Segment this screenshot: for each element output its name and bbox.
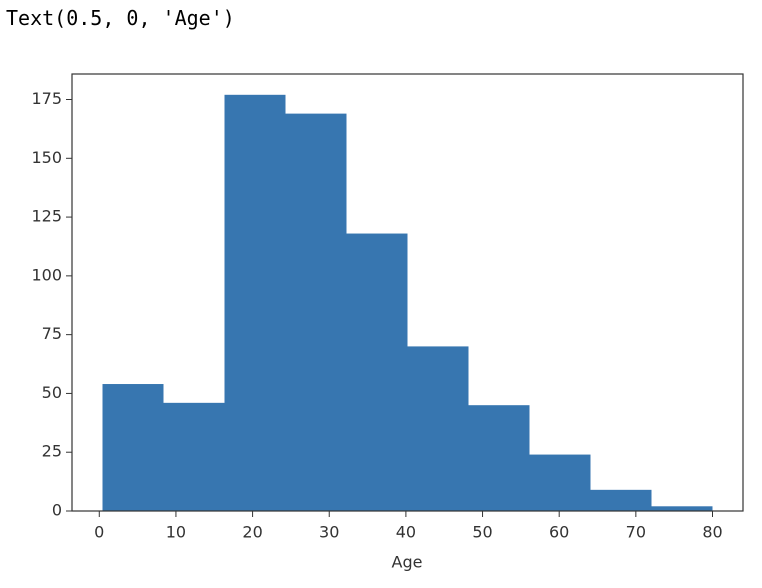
bar bbox=[651, 506, 713, 511]
y-tick-label: 150 bbox=[31, 148, 62, 167]
x-tick-label: 40 bbox=[396, 523, 416, 542]
y-tick-label: 100 bbox=[31, 265, 62, 284]
x-tick-label: 0 bbox=[94, 523, 104, 542]
y-tick-label: 50 bbox=[42, 383, 62, 402]
bar bbox=[407, 346, 469, 511]
x-tick-label: 50 bbox=[472, 523, 492, 542]
x-tick-label: 10 bbox=[166, 523, 186, 542]
x-tick-label: 70 bbox=[626, 523, 646, 542]
bar bbox=[468, 405, 530, 511]
y-tick-label: 175 bbox=[31, 89, 62, 108]
bar bbox=[224, 94, 286, 512]
x-tick-label: 60 bbox=[549, 523, 569, 542]
bar bbox=[590, 489, 652, 511]
output-text: Text(0.5, 0, 'Age') bbox=[6, 6, 235, 30]
y-tick-label: 25 bbox=[42, 442, 62, 461]
bar bbox=[285, 113, 347, 511]
y-tick-label: 75 bbox=[42, 324, 62, 343]
x-tick-label: 80 bbox=[702, 523, 722, 542]
y-tick-label: 125 bbox=[31, 207, 62, 226]
x-axis-label: Age bbox=[392, 553, 423, 572]
bar bbox=[102, 384, 164, 511]
bar bbox=[529, 454, 591, 511]
y-tick-label: 0 bbox=[52, 501, 62, 520]
axes-frame bbox=[71, 73, 744, 512]
bar bbox=[163, 402, 225, 511]
x-tick-label: 30 bbox=[319, 523, 339, 542]
x-tick-label: 20 bbox=[242, 523, 262, 542]
bar bbox=[346, 233, 408, 512]
